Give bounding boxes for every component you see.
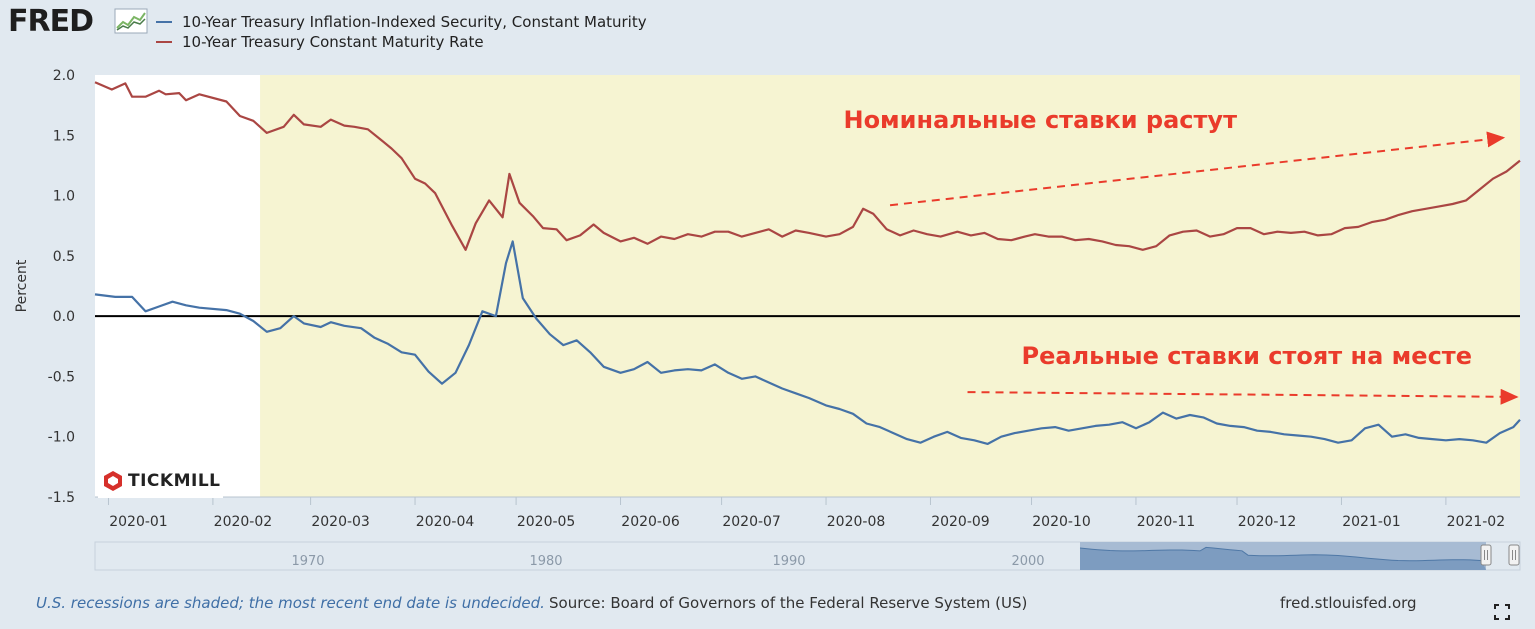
navigator-year-label: 1980 bbox=[529, 554, 562, 569]
y-tick-label: 1.5 bbox=[53, 128, 75, 144]
legend-label-tips: 10-Year Treasury Inflation-Indexed Secur… bbox=[182, 13, 647, 31]
x-tick-label: 2020-02 bbox=[214, 514, 273, 530]
tickmill-watermark: TICKMILL bbox=[98, 464, 223, 498]
x-tick-label: 2021-01 bbox=[1342, 514, 1401, 530]
legend-item-nominal[interactable]: 10-Year Treasury Constant Maturity Rate bbox=[156, 32, 647, 52]
navigator-year-label: 1970 bbox=[291, 554, 324, 569]
x-tick-label: 2020-01 bbox=[109, 514, 168, 530]
x-tick-label: 2020-05 bbox=[517, 514, 576, 530]
y-tick-label: 0.0 bbox=[53, 309, 75, 325]
tickmill-text: TICKMILL bbox=[128, 471, 221, 491]
x-tick-label: 2021-02 bbox=[1447, 514, 1506, 530]
recession-note: U.S. recessions are shaded; the most rec… bbox=[36, 594, 545, 612]
annotation-arrow-real bbox=[967, 388, 1519, 405]
fred-logo[interactable]: FRED bbox=[8, 4, 94, 39]
x-tick-label: 2020-06 bbox=[621, 514, 680, 530]
site-link[interactable]: fred.stlouisfed.org bbox=[1280, 594, 1417, 612]
y-tick-label: -0.5 bbox=[48, 369, 75, 385]
y-tick-label: 1.0 bbox=[53, 189, 75, 205]
y-tick-label: 0.5 bbox=[53, 249, 75, 265]
navigator-handle-right[interactable] bbox=[1508, 544, 1520, 566]
annotation-text-nominal: Номинальные ставки растут bbox=[843, 106, 1237, 134]
source-text: Source: Board of Governors of the Federa… bbox=[549, 594, 1028, 612]
annotation-arrow-nominal bbox=[889, 131, 1506, 207]
navigator-year-label: 2000 bbox=[1011, 554, 1044, 569]
fred-logo-chart-icon bbox=[114, 8, 148, 34]
series-line-tips[interactable] bbox=[94, 240, 1521, 445]
x-tick-label: 2020-11 bbox=[1137, 514, 1196, 530]
tickmill-logo-icon bbox=[104, 471, 122, 491]
y-tick-label: -1.0 bbox=[48, 430, 75, 446]
navigator-year-label: 1990 bbox=[772, 554, 805, 569]
legend-swatch-tips bbox=[156, 21, 172, 23]
x-tick-label: 2020-07 bbox=[722, 514, 781, 530]
y-tick-label: -1.5 bbox=[48, 490, 75, 506]
legend: 10-Year Treasury Inflation-Indexed Secur… bbox=[156, 12, 647, 52]
x-tick-label: 2020-10 bbox=[1032, 514, 1091, 530]
x-tick-label: 2020-03 bbox=[311, 514, 370, 530]
navigator-handle-left[interactable] bbox=[1480, 544, 1492, 566]
y-tick-label: 2.0 bbox=[53, 68, 75, 84]
legend-swatch-nominal bbox=[156, 41, 172, 43]
legend-item-tips[interactable]: 10-Year Treasury Inflation-Indexed Secur… bbox=[156, 12, 647, 32]
y-axis-label: Percent bbox=[14, 259, 30, 312]
x-tick-label: 2020-09 bbox=[931, 514, 990, 530]
x-tick-label: 2020-04 bbox=[416, 514, 475, 530]
x-tick-label: 2020-12 bbox=[1238, 514, 1297, 530]
annotation-text-real: Реальные ставки стоят на месте bbox=[1022, 342, 1472, 370]
fullscreen-icon[interactable] bbox=[1494, 604, 1510, 620]
navigator-mini-line bbox=[1079, 546, 1483, 562]
recession-shading bbox=[260, 75, 1520, 497]
header: FRED 10-Year Treasury Inflation-Indexed … bbox=[0, 0, 1535, 60]
series-line-nominal[interactable] bbox=[94, 81, 1521, 251]
legend-label-nominal: 10-Year Treasury Constant Maturity Rate bbox=[182, 33, 484, 51]
navigator-mini-area bbox=[1080, 547, 1486, 570]
x-tick-label: 2020-08 bbox=[827, 514, 886, 530]
